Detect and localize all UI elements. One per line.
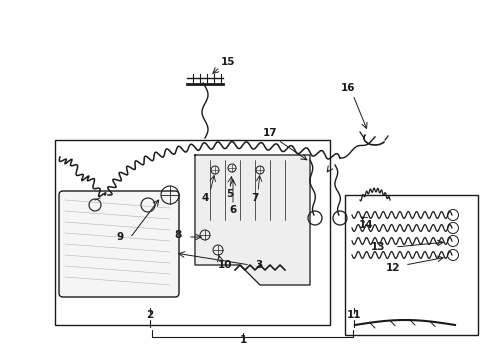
FancyBboxPatch shape [59, 191, 179, 297]
Text: 13: 13 [371, 242, 385, 252]
Text: 15: 15 [221, 57, 235, 67]
Text: 9: 9 [117, 232, 123, 242]
Text: 8: 8 [174, 230, 182, 240]
Text: 11: 11 [347, 310, 361, 320]
Polygon shape [195, 155, 310, 285]
Text: 1: 1 [240, 335, 246, 345]
Bar [345, 195, 478, 335]
Text: 3: 3 [255, 260, 262, 270]
Bar [55, 140, 330, 325]
Text: 5: 5 [226, 189, 234, 199]
Text: 6: 6 [229, 205, 237, 215]
Text: 12: 12 [386, 263, 400, 273]
Text: 10: 10 [218, 260, 232, 270]
Text: 4: 4 [201, 193, 209, 203]
Text: 17: 17 [263, 128, 277, 138]
Text: 7: 7 [251, 193, 259, 203]
Text: 14: 14 [359, 220, 373, 230]
Text: 16: 16 [341, 83, 355, 93]
Text: 2: 2 [147, 310, 154, 320]
